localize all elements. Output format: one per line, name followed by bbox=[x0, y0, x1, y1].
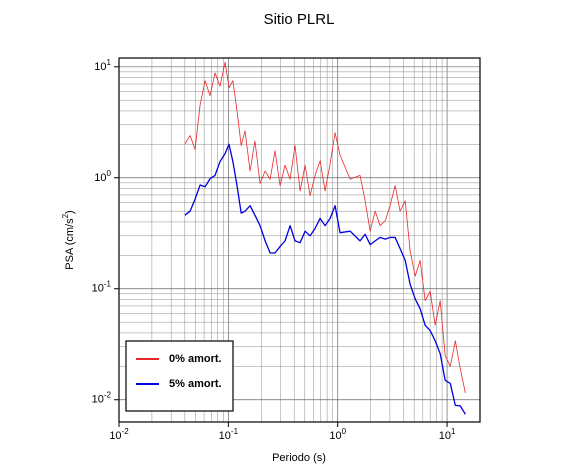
chart-title: Sitio PLRL bbox=[264, 11, 335, 28]
series-line bbox=[184, 143, 466, 415]
y-tick-sup: -1 bbox=[104, 280, 112, 289]
x-tick-sup: 1 bbox=[451, 427, 456, 436]
x-tick-label: 10-1 bbox=[219, 427, 239, 442]
legend-label: 0% amort. bbox=[169, 353, 222, 365]
series-line bbox=[184, 61, 466, 394]
y-axis-label: PSA (cm/s2) bbox=[61, 210, 76, 269]
y-tick-sup: 1 bbox=[107, 58, 112, 67]
x-tick-base: 10 bbox=[109, 430, 121, 442]
y-tick-base: 10 bbox=[94, 61, 106, 73]
y-tick-label: 10-2 bbox=[92, 391, 112, 406]
x-tick-label: 100 bbox=[329, 427, 346, 442]
x-tick-sup: -1 bbox=[231, 427, 239, 436]
legend-box bbox=[125, 340, 234, 412]
x-tick-base: 10 bbox=[219, 430, 231, 442]
y-axis-label-tail: ) bbox=[64, 210, 76, 214]
y-axis-label-sup: 2 bbox=[61, 213, 70, 218]
y-axis-label-text: PSA (cm/s bbox=[64, 218, 76, 270]
x-tick-label: 10-2 bbox=[109, 427, 129, 442]
x-tick-sup: 0 bbox=[342, 427, 347, 436]
x-tick-label: 101 bbox=[439, 427, 456, 442]
y-tick-label: 101 bbox=[94, 58, 111, 73]
y-tick-base: 10 bbox=[94, 172, 106, 184]
legend-label: 5% amort. bbox=[169, 378, 222, 390]
x-tick-base: 10 bbox=[329, 430, 341, 442]
x-tick-sup: -2 bbox=[122, 427, 130, 436]
x-axis-label: Periodo (s) bbox=[272, 452, 326, 464]
y-tick-sup: -2 bbox=[104, 391, 112, 400]
x-tick-base: 10 bbox=[439, 430, 451, 442]
y-tick-base: 10 bbox=[92, 283, 104, 295]
y-tick-base: 10 bbox=[92, 394, 104, 406]
y-tick-label: 10-1 bbox=[92, 280, 112, 295]
y-tick-sup: 0 bbox=[107, 169, 112, 178]
y-tick-label: 100 bbox=[94, 169, 111, 184]
plot-frame bbox=[118, 57, 481, 423]
